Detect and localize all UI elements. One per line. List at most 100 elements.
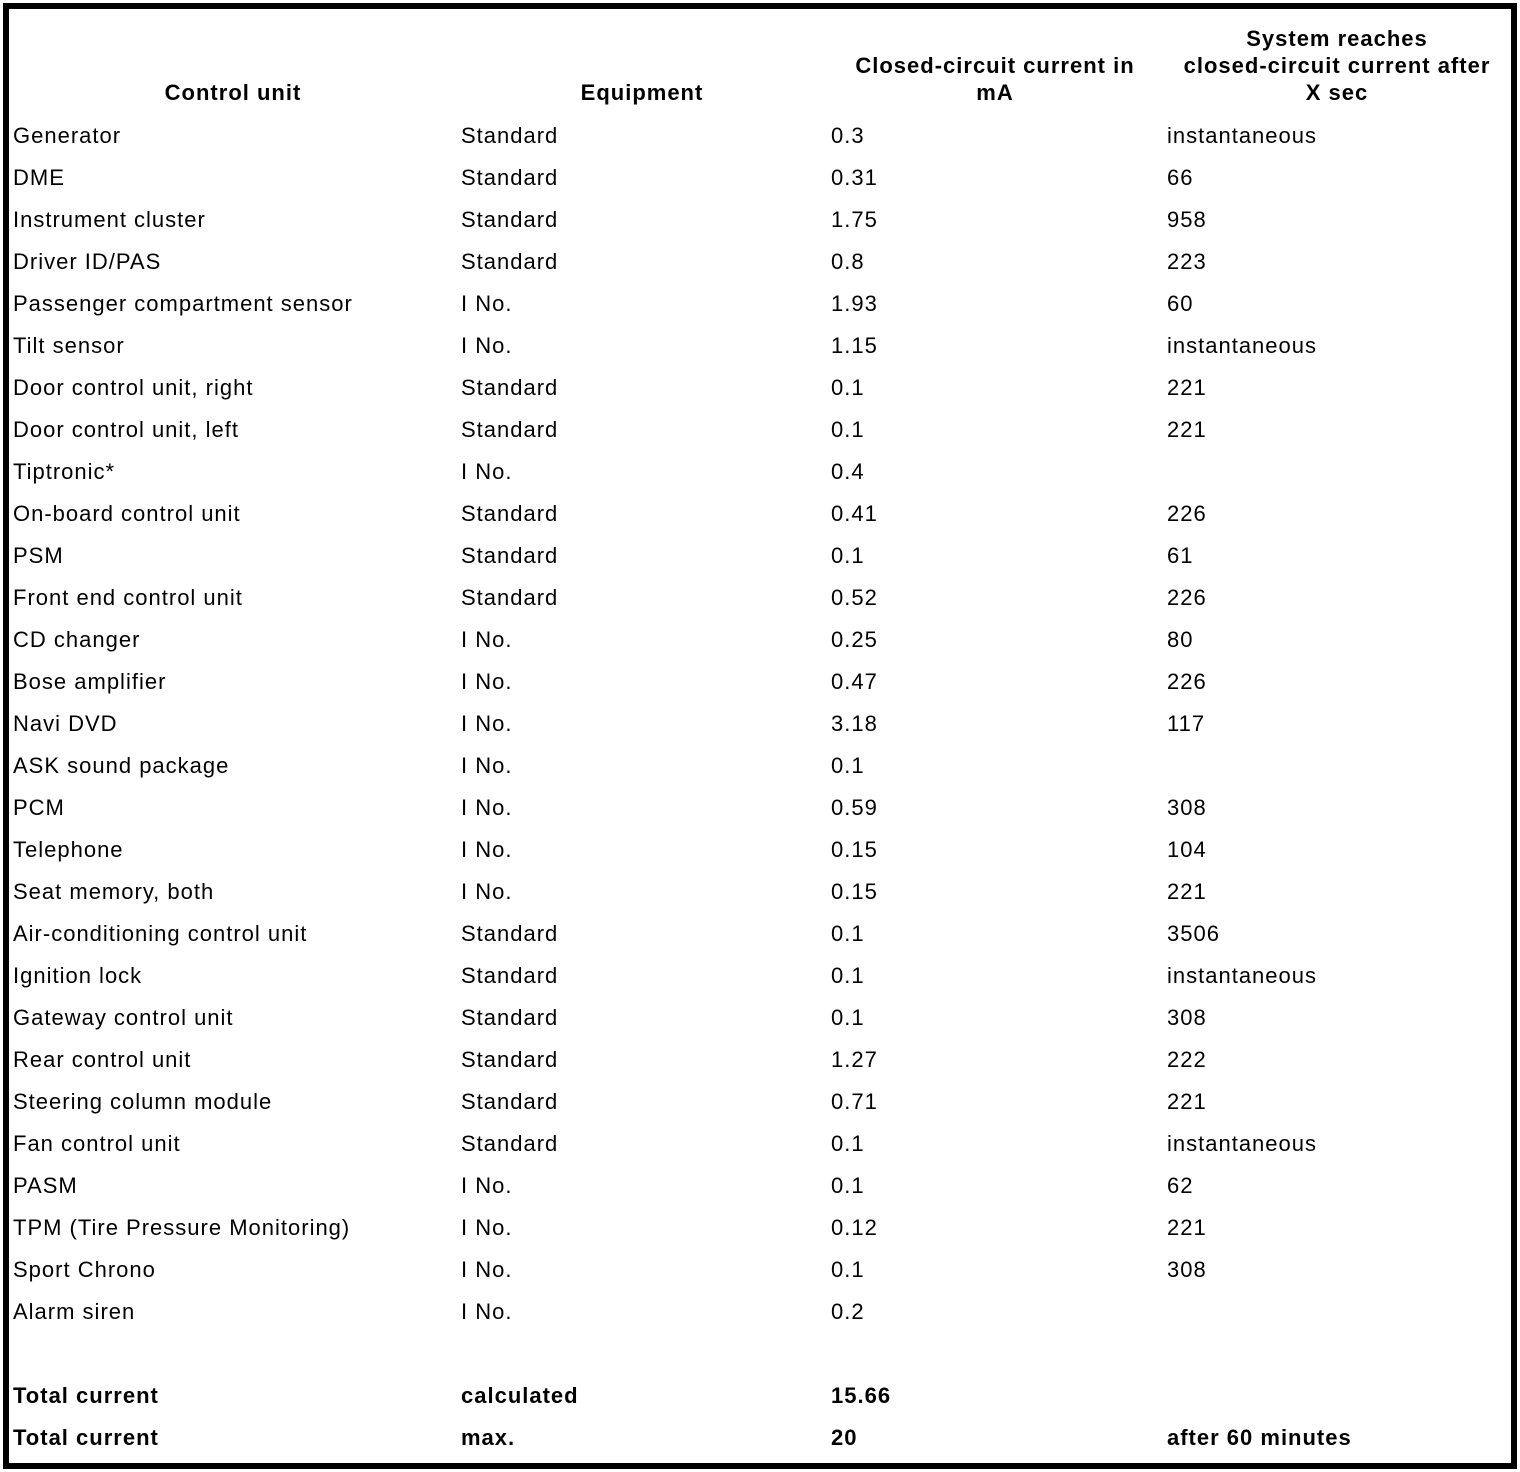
table-header: Control unit Equipment Closed-circuit cu… xyxy=(9,9,1511,115)
cell-control-unit: PSM xyxy=(13,543,64,568)
table-row: Generator Standard 0.3 instantaneous xyxy=(9,115,1511,157)
total-row: Total current max. 20 after 60 minutes xyxy=(9,1417,1511,1459)
cell-current: 20 xyxy=(831,1425,858,1450)
table-row: ASK sound package I No. 0.1 xyxy=(9,745,1511,787)
cell-control-unit: Sport Chrono xyxy=(13,1257,156,1282)
cell-reaches-after: 226 xyxy=(1167,585,1207,610)
cell-control-unit: DME xyxy=(13,165,65,190)
table-row: On-board control unit Standard 0.41 226 xyxy=(9,493,1511,535)
cell-equipment: Standard xyxy=(461,417,559,442)
cell-equipment: I No. xyxy=(461,753,513,778)
cell-control-unit: Seat memory, both xyxy=(13,879,215,904)
cell-current: 1.15 xyxy=(831,333,878,358)
cell-equipment: Standard xyxy=(461,375,559,400)
spacer-row xyxy=(9,1333,1511,1375)
col-header-closed-circuit-current: Closed-circuit current in mA xyxy=(855,53,1135,105)
cell-reaches-after xyxy=(1163,1333,1511,1375)
cell-equipment: I No. xyxy=(461,669,513,694)
cell-equipment: I No. xyxy=(461,333,513,358)
cell-control-unit: On-board control unit xyxy=(13,501,241,526)
cell-equipment: I No. xyxy=(461,1215,513,1240)
table-row: Instrument cluster Standard 1.75 958 xyxy=(9,199,1511,241)
cell-current: 0.25 xyxy=(831,627,878,652)
cell-equipment: Standard xyxy=(461,585,559,610)
cell-current: 3.18 xyxy=(831,711,878,736)
cell-reaches-after: 62 xyxy=(1167,1173,1194,1198)
cell-current: 0.1 xyxy=(831,1173,865,1198)
cell-equipment: Standard xyxy=(461,249,559,274)
cell-current: 0.8 xyxy=(831,249,865,274)
table-row: Door control unit, right Standard 0.1 22… xyxy=(9,367,1511,409)
cell-current: 0.1 xyxy=(831,417,865,442)
cell-equipment: Standard xyxy=(461,1047,559,1072)
table-row: Tilt sensor I No. 1.15 instantaneous xyxy=(9,325,1511,367)
cell-control-unit: Navi DVD xyxy=(13,711,118,736)
table-row: PSM Standard 0.1 61 xyxy=(9,535,1511,577)
cell-control-unit: ASK sound package xyxy=(13,753,230,778)
cell-current: 0.47 xyxy=(831,669,878,694)
cell-equipment: Standard xyxy=(461,165,559,190)
cell-control-unit: Tiptronic* xyxy=(13,459,116,484)
cell-control-unit: Rear control unit xyxy=(13,1047,192,1072)
cell-control-unit: Door control unit, right xyxy=(13,375,254,400)
cell-current: 1.93 xyxy=(831,291,878,316)
table-row: Door control unit, left Standard 0.1 221 xyxy=(9,409,1511,451)
table-row: Seat memory, both I No. 0.15 221 xyxy=(9,871,1511,913)
cell-current: 0.31 xyxy=(831,165,878,190)
cell-current: 1.75 xyxy=(831,207,878,232)
cell-reaches-after: instantaneous xyxy=(1167,333,1317,358)
cell-current: 0.1 xyxy=(831,1005,865,1030)
cell-equipment: I No. xyxy=(461,1299,513,1324)
table-row: Alarm siren I No. 0.2 xyxy=(9,1291,1511,1333)
table-row: CD changer I No. 0.25 80 xyxy=(9,619,1511,661)
cell-reaches-after: 222 xyxy=(1167,1047,1207,1072)
cell-current: 0.71 xyxy=(831,1089,878,1114)
cell-control-unit: Driver ID/PAS xyxy=(13,249,162,274)
cell-current: 0.1 xyxy=(831,543,865,568)
cell-reaches-after: 221 xyxy=(1167,879,1207,904)
cell-reaches-after: 308 xyxy=(1167,795,1207,820)
cell-reaches-after: 308 xyxy=(1167,1257,1207,1282)
table-row: Driver ID/PAS Standard 0.8 223 xyxy=(9,241,1511,283)
cell-equipment: I No. xyxy=(461,627,513,652)
cell-reaches-after: 117 xyxy=(1167,711,1206,736)
cell-control-unit: CD changer xyxy=(13,627,141,652)
table-row: Front end control unit Standard 0.52 226 xyxy=(9,577,1511,619)
col-header-equipment: Equipment xyxy=(580,80,704,105)
table-body: Generator Standard 0.3 instantaneous DME… xyxy=(9,115,1511,1459)
cell-current: 0.4 xyxy=(831,459,865,484)
table-row: PCM I No. 0.59 308 xyxy=(9,787,1511,829)
cell-current: 0.1 xyxy=(831,1257,865,1282)
table-row: Bose amplifier I No. 0.47 226 xyxy=(9,661,1511,703)
cell-current: 0.1 xyxy=(831,1131,865,1156)
cell-equipment: Standard xyxy=(461,1005,559,1030)
cell-current: 0.59 xyxy=(831,795,878,820)
cell-reaches-after: 221 xyxy=(1167,375,1207,400)
cell-reaches-after: 61 xyxy=(1167,543,1194,568)
cell-reaches-after: 80 xyxy=(1167,627,1194,652)
table-row: Sport Chrono I No. 0.1 308 xyxy=(9,1249,1511,1291)
cell-reaches-after: 221 xyxy=(1167,1089,1207,1114)
cell-current: 0.1 xyxy=(831,963,865,988)
cell-equipment: I No. xyxy=(461,1257,513,1282)
cell-control-unit: Air-conditioning control unit xyxy=(13,921,308,946)
cell-reaches-after: 226 xyxy=(1167,669,1207,694)
cell-equipment: calculated xyxy=(461,1383,579,1408)
cell-equipment: I No. xyxy=(461,291,513,316)
cell-control-unit: Alarm siren xyxy=(13,1299,136,1324)
cell-control-unit: Fan control unit xyxy=(13,1131,181,1156)
cell-equipment: I No. xyxy=(461,795,513,820)
cell-control-unit: Total current xyxy=(13,1383,159,1408)
cell-control-unit: Bose amplifier xyxy=(13,669,167,694)
cell-equipment: Standard xyxy=(461,1089,559,1114)
total-row: Total current calculated 15.66 xyxy=(9,1375,1511,1417)
cell-reaches-after: 221 xyxy=(1167,1215,1207,1240)
cell-reaches-after: instantaneous xyxy=(1167,123,1317,148)
table-frame: Control unit Equipment Closed-circuit cu… xyxy=(3,3,1517,1469)
cell-current: 0.3 xyxy=(831,123,865,148)
cell-control-unit: TPM (Tire Pressure Monitoring) xyxy=(13,1215,351,1240)
cell-equipment: Standard xyxy=(461,921,559,946)
table-row: PASM I No. 0.1 62 xyxy=(9,1165,1511,1207)
cell-equipment: Standard xyxy=(461,1131,559,1156)
col-header-system-reaches: System reaches closed-circuit current af… xyxy=(1183,26,1491,105)
